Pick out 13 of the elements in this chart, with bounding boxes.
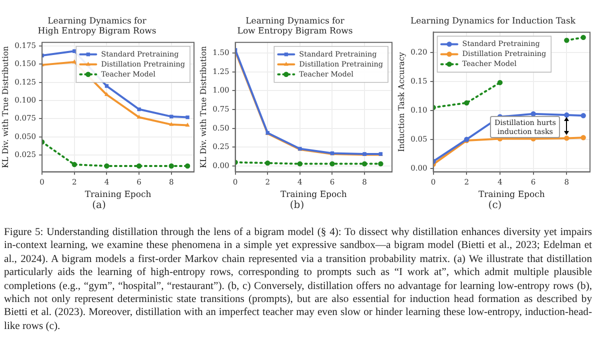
y-axis-title: Induction Task Accuracy xyxy=(396,52,406,152)
chart-title: Learning Dynamics for Low Entropy Bigram Rows xyxy=(237,16,353,37)
y-axis-title: KL Div. with True Distribution xyxy=(0,46,10,168)
chart-title: Learning Dynamics for High Entropy Bigram Rows xyxy=(38,16,156,37)
y-axis-title: KL Div. with True Distribution xyxy=(198,46,208,168)
chart-title: Learning Dynamics for Induction Task xyxy=(410,16,576,26)
text: (b) xyxy=(290,200,304,211)
x-axis-title: Training Epoch xyxy=(84,190,152,200)
text: (c) xyxy=(487,200,503,211)
text: (a) xyxy=(91,200,107,211)
x-axis-title: Training Epoch xyxy=(478,190,546,200)
caption: Figure 5: Understanding distillation through the lens of a bigram model (§ 4): To dissect why distillation enhances diversity yet impairs in-context learning, we examine these phenomena in a simple yet expressive sandbox—a bigram model (Bietti et al., 2023; Edelman et al., 2024). A bigram models a first-order Markov chain represented via a transition probability matrix. (a) We illustrate that distillation particularly aids the learning of high-entropy rows, corresponding to prompts such as “I work at”, which admit multiple plausible completions (e.g., “gym”, “hospital”, “restaurant”). (b, c) Conversely, distillation offers no advantage for learning low-entropy rows (b), which not only represent deterministic state transitions (prompts), but are also essential for induction head formation as described by Bietti et al. (2023). Moreover, distillation with an imperfect teacher may even slow or hinder learning these low-entropy, induction-head-like rows (c). xyxy=(4,226,592,334)
x-axis-title: Training Epoch xyxy=(280,190,348,200)
